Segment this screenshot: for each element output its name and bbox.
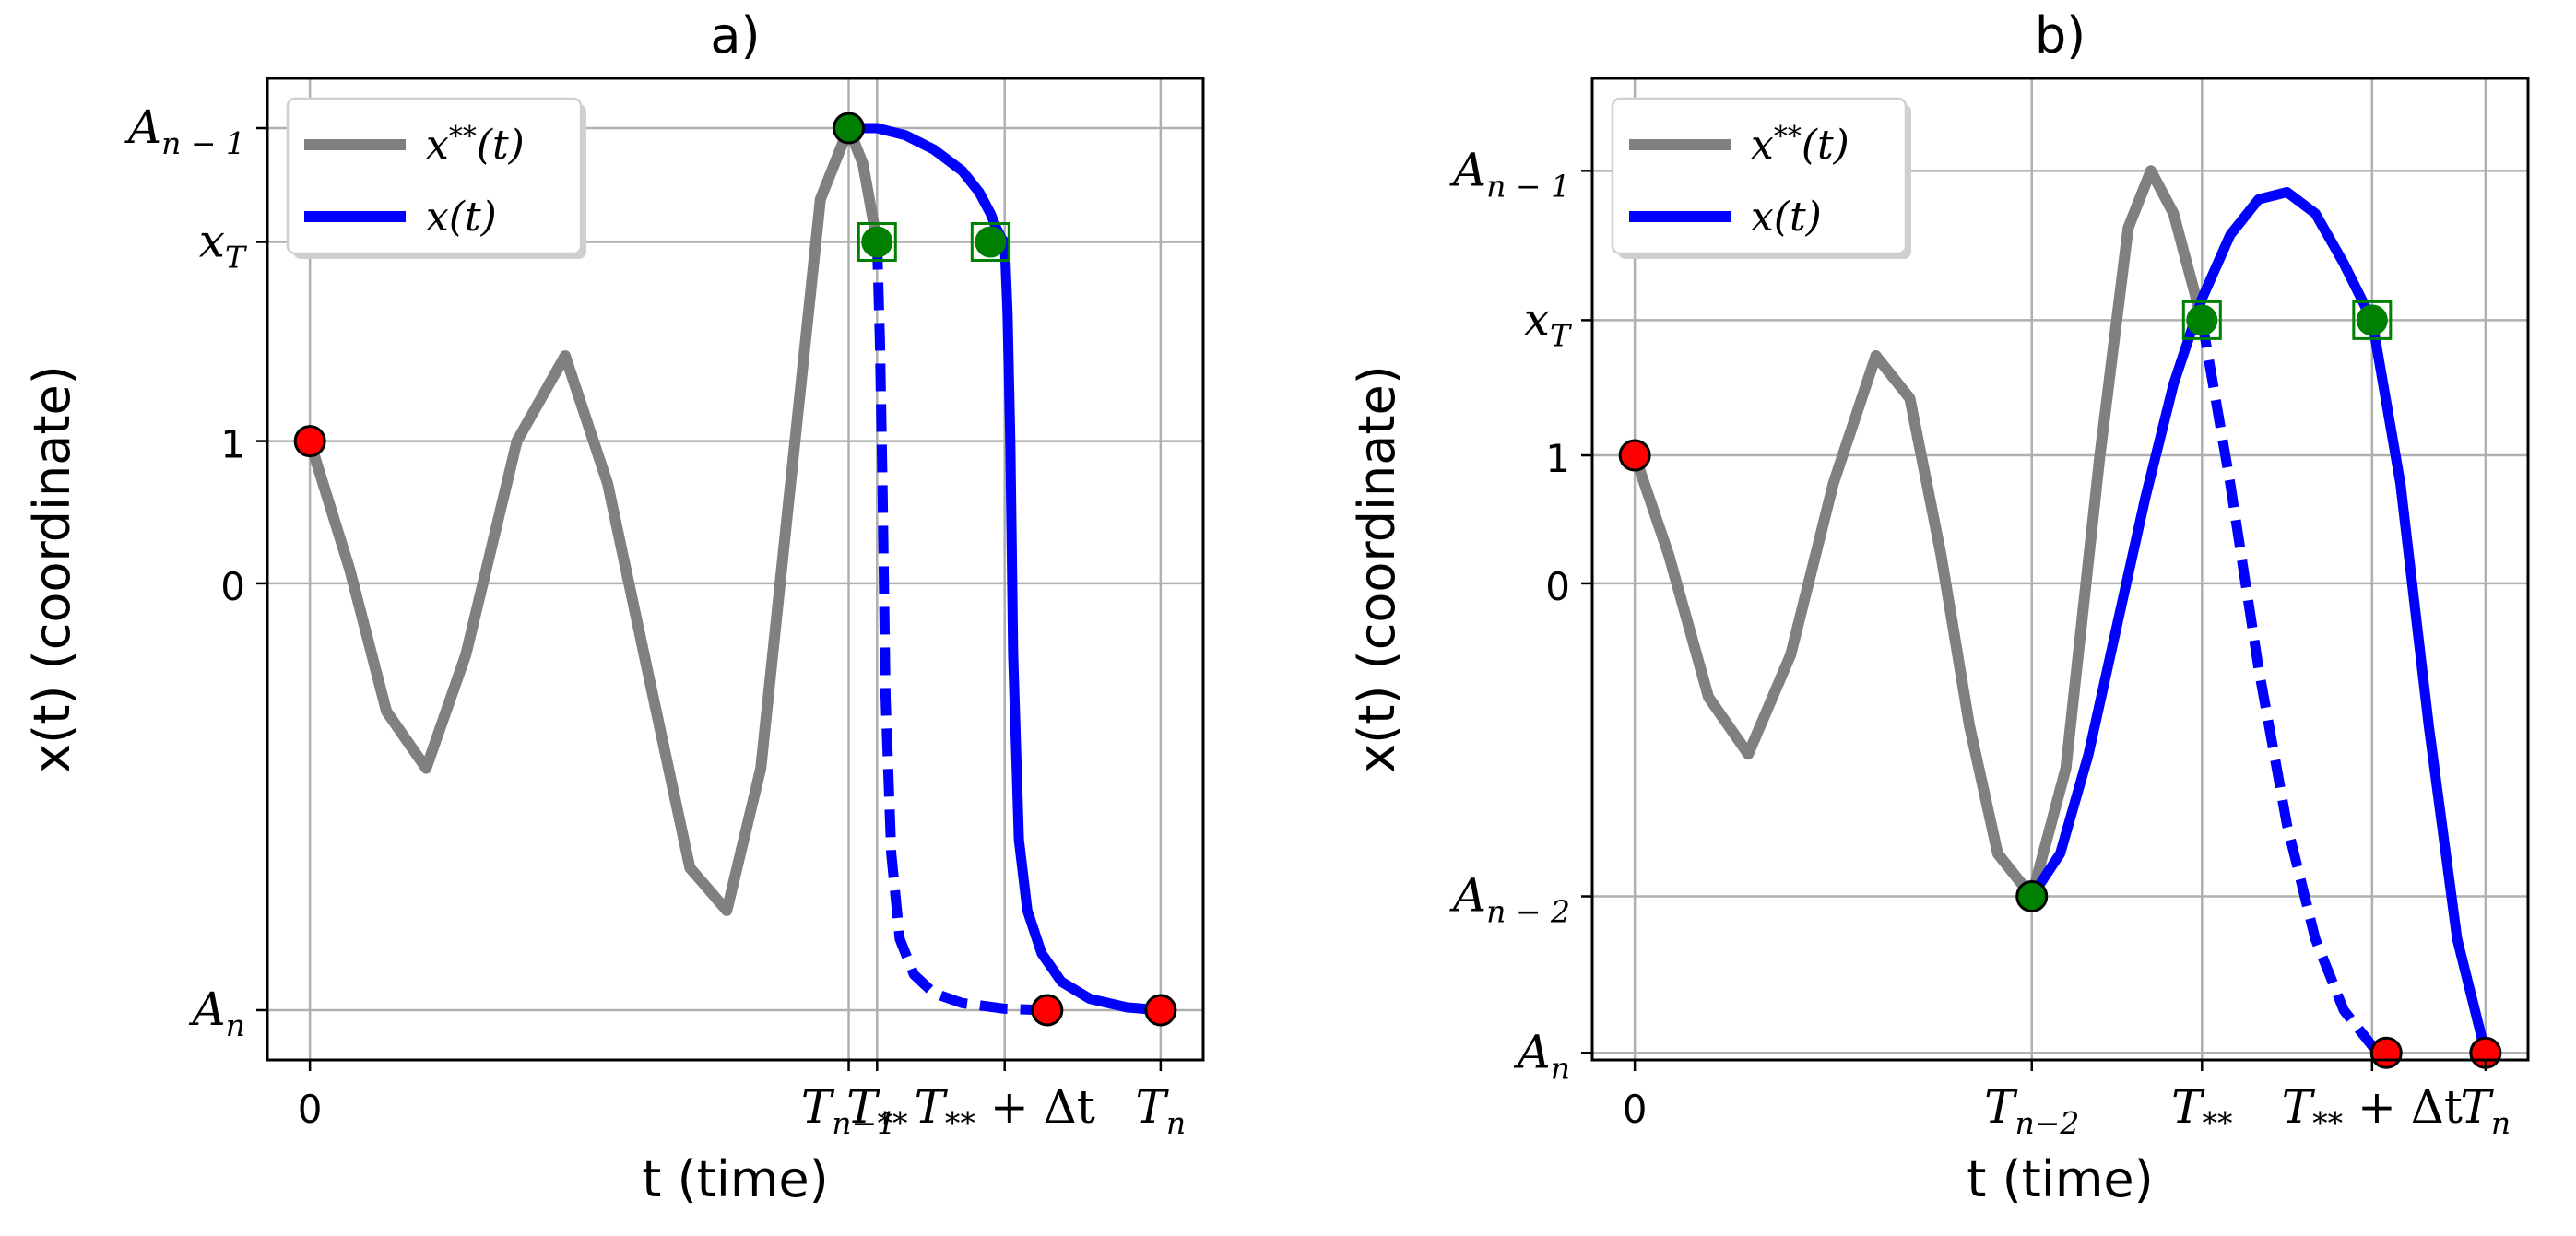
y-tick-label: An − 1 [1449,143,1570,204]
data-point [975,226,1007,258]
y-tick-label: xT [1524,292,1573,353]
y-tick-label: An [1514,1025,1570,1086]
series-line [848,123,1162,1016]
legend-label: x**(t) [426,121,525,169]
data-point [293,425,326,458]
x-axis-label: t (time) [642,1150,828,1208]
y-axis-label: x(t) (coordinate) [23,365,81,773]
data-point [2369,1036,2403,1069]
series-line [1629,165,2208,902]
data-point [2356,304,2388,336]
data-point [1618,439,1651,472]
y-tick-label: 1 [220,422,245,467]
y-tick-label: 0 [1545,564,1570,609]
x-tick-label: T** + Δt [915,1080,1095,1141]
data-point [2015,880,2049,912]
x-tick-label: Tn−1 [801,1080,896,1141]
y-tick-label: 1 [1545,436,1570,481]
data-point [833,112,866,145]
x-axis-label: t (time) [1967,1150,2153,1208]
axes-frame [1590,77,2530,1062]
data-point [1031,994,1064,1027]
panel-a: 0 Tn−1T** T** + Δt Tn An − 1 xT 1 0 An a) t (time)… [23,6,1205,1208]
data-point [2186,304,2218,336]
x-tick-label: T** + Δt [2282,1080,2463,1141]
y-axis-label: x(t) (coordinate) [1348,365,1406,773]
x-tick-label: 0 [298,1087,323,1132]
series-line [871,241,1047,1016]
marker-box [2352,300,2393,340]
x-tick-label: T** [846,1080,907,1141]
series-line [304,123,883,916]
legend-label: x(t) [1751,194,1822,241]
legend-label: x(t) [426,194,497,241]
x-tick-label: Tn [1136,1080,1187,1141]
x-tick-label: 0 [1623,1087,1648,1132]
y-tick-label: An − 2 [1449,869,1570,930]
data-point [861,226,893,258]
x-tick-label: T** [2171,1080,2232,1141]
series-line [2196,319,2389,1058]
series-line [2027,187,2491,1054]
marker-box [857,222,897,262]
y-tick-label: An [189,983,245,1043]
marker-box [970,222,1010,262]
y-tick-label: An − 1 [124,100,245,161]
y-tick-label: 0 [220,564,245,609]
y-tick-label: xT [199,215,248,276]
x-tick-label: Tn [2461,1080,2511,1141]
legend-label: x**(t) [1751,121,1849,169]
legend: x**(t) x(t) [1611,97,1911,259]
legend: x**(t) x(t) [286,97,586,259]
marker-box [2181,300,2222,340]
x-tick-label: Tn−2 [1984,1080,2079,1141]
panel-title: a) [710,6,760,65]
panel-title: b) [2035,6,2086,65]
axes-frame [266,77,1205,1062]
data-point [1144,994,1177,1027]
